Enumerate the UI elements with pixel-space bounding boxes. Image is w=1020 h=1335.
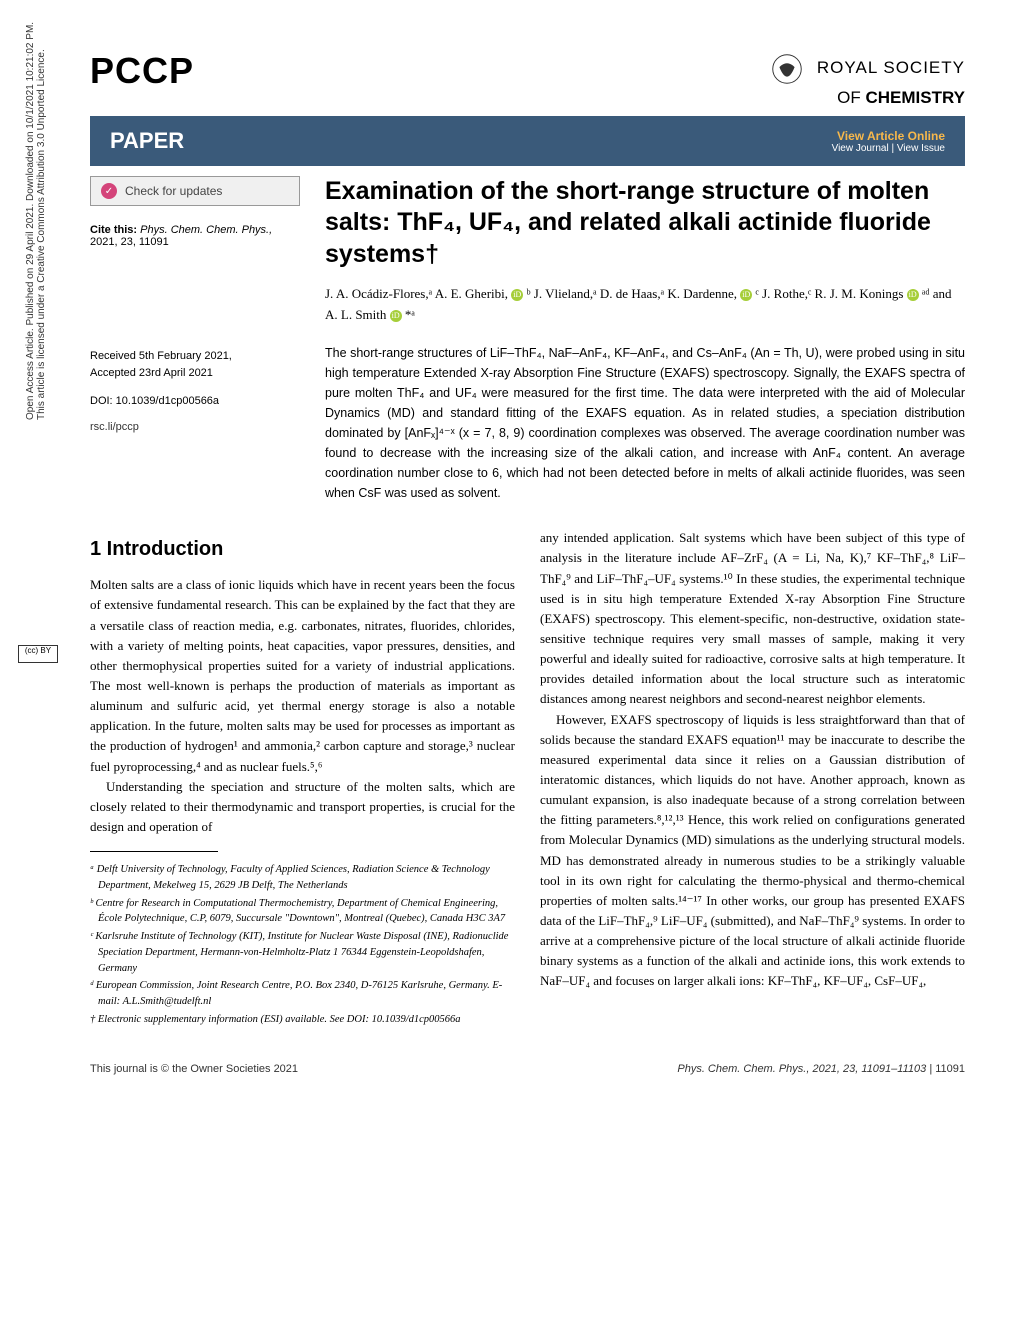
- footer-page-number: 11091: [935, 1063, 965, 1075]
- view-article-online-link[interactable]: View Article Online: [832, 129, 945, 143]
- esi-note: † Electronic supplementary information (…: [90, 1012, 515, 1028]
- received-date: Received 5th February 2021,: [90, 348, 300, 365]
- title-column: Examination of the short-range structure…: [325, 176, 965, 503]
- affiliation-b: ᵇ Centre for Research in Computational T…: [90, 896, 515, 928]
- col2-para-1: any intended application. Salt systems w…: [540, 528, 965, 709]
- view-journal-issue-link[interactable]: View Journal | View Issue: [832, 143, 945, 154]
- publisher-chem: CHEMISTRY: [866, 88, 966, 107]
- rsc-short-link[interactable]: rsc.li/pccp: [90, 421, 300, 433]
- paper-label: PAPER: [110, 128, 184, 154]
- authors: J. A. Ocádiz-Flores,ᵃ A. E. Gheribi, iD …: [325, 284, 965, 326]
- intro-para-1: Molten salts are a class of ionic liquid…: [90, 575, 515, 776]
- sidebar-line1: Open Access Article. Published on 29 Apr…: [25, 22, 36, 420]
- article-title: Examination of the short-range structure…: [325, 176, 965, 270]
- footer-journal-ref: Phys. Chem. Chem. Phys., 2021, 23, 11091…: [677, 1063, 935, 1075]
- license-sidebar: Open Access Article. Published on 29 Apr…: [25, 22, 47, 420]
- publisher-line1: ROYAL SOCIETY: [817, 58, 965, 77]
- col2-para-2: However, EXAFS spectroscopy of liquids i…: [540, 710, 965, 992]
- left-column: ✓ Check for updates Cite this: Phys. Che…: [90, 176, 300, 503]
- affiliation-d: ᵈ European Commission, Joint Research Ce…: [90, 978, 515, 1010]
- affiliation-divider: [90, 851, 218, 852]
- doi: DOI: 10.1039/d1cp00566a: [90, 395, 300, 407]
- check-updates-label: Check for updates: [125, 184, 222, 198]
- cite-yvp: 2021, 23, 11091: [90, 236, 169, 248]
- body-columns: 1 Introduction Molten salts are a class …: [90, 528, 965, 1027]
- publisher-of: OF: [837, 88, 861, 107]
- section-heading-intro: 1 Introduction: [90, 534, 515, 565]
- crossmark-icon: ✓: [101, 183, 117, 199]
- rsc-lion-icon: [768, 50, 806, 88]
- affiliation-c: ᶜ Karlsruhe Institute of Technology (KIT…: [90, 929, 515, 976]
- footer: This journal is © the Owner Societies 20…: [90, 1063, 965, 1075]
- publisher-logo: ROYAL SOCIETY OF CHEMISTRY: [768, 50, 965, 108]
- cite-journal: Phys. Chem. Chem. Phys.,: [140, 224, 272, 236]
- dates-block: Received 5th February 2021, Accepted 23r…: [90, 348, 300, 381]
- footer-copyright: This journal is © the Owner Societies 20…: [90, 1063, 298, 1075]
- cite-label: Cite this:: [90, 224, 137, 236]
- intro-para-2: Understanding the speciation and structu…: [90, 777, 515, 837]
- paper-links: View Article Online View Journal | View …: [832, 129, 945, 154]
- affiliation-a: ᵃ Delft University of Technology, Facult…: [90, 862, 515, 894]
- paper-bar: PAPER View Article Online View Journal |…: [90, 116, 965, 166]
- check-updates-button[interactable]: ✓ Check for updates: [90, 176, 300, 206]
- journal-name: PCCP: [90, 50, 194, 92]
- affiliations: ᵃ Delft University of Technology, Facult…: [90, 862, 515, 1028]
- footer-citation: Phys. Chem. Chem. Phys., 2021, 23, 11091…: [677, 1063, 965, 1075]
- sidebar-line2: This article is licensed under a Creativ…: [36, 49, 47, 420]
- citation-block: Cite this: Phys. Chem. Chem. Phys., 2021…: [90, 224, 300, 248]
- abstract: The short-range structures of LiF–ThF₄, …: [325, 343, 965, 503]
- header: PCCP ROYAL SOCIETY OF CHEMISTRY: [90, 50, 965, 108]
- cc-badge: (cc) BY: [18, 645, 58, 663]
- accepted-date: Accepted 23rd April 2021: [90, 365, 300, 382]
